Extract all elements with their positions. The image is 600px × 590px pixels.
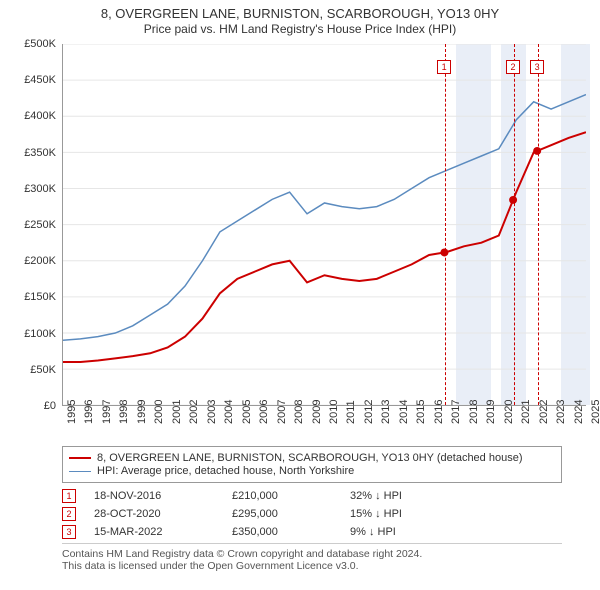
event-delta: 15% ↓ HPI — [350, 508, 402, 520]
event-number-box: 1 — [62, 489, 76, 503]
legend-label: HPI: Average price, detached house, Nort… — [97, 465, 354, 477]
event-date: 18-NOV-2016 — [94, 490, 214, 502]
event-number-box: 2 — [62, 507, 76, 521]
event-row: 2 28-OCT-2020 £295,000 15% ↓ HPI — [62, 507, 590, 521]
y-axis-label: £400K — [10, 110, 56, 122]
event-marker: 1 — [437, 60, 451, 74]
y-axis-label: £350K — [10, 147, 56, 159]
event-row: 3 15-MAR-2022 £350,000 9% ↓ HPI — [62, 525, 590, 539]
event-delta: 32% ↓ HPI — [350, 490, 402, 502]
y-axis-label: £50K — [10, 364, 56, 376]
y-axis-label: £150K — [10, 291, 56, 303]
chart-title: 8, OVERGREEN LANE, BURNISTON, SCARBOROUG… — [10, 6, 590, 21]
event-vline — [514, 44, 515, 405]
x-axis-label: 2025 — [590, 400, 600, 424]
chart-area: £0 £50K £100K £150K £200K £250K £300K £350K £400… — [10, 40, 590, 440]
event-marker: 3 — [530, 60, 544, 74]
event-delta: 9% ↓ HPI — [350, 526, 396, 538]
y-axis-label: £200K — [10, 255, 56, 267]
event-row: 1 18-NOV-2016 £210,000 32% ↓ HPI — [62, 489, 590, 503]
event-vline — [538, 44, 539, 405]
footer: Contains HM Land Registry data © Crown c… — [62, 543, 562, 572]
chart-svg — [63, 44, 586, 405]
legend-row: 8, OVERGREEN LANE, BURNISTON, SCARBOROUG… — [69, 452, 555, 464]
footer-line-1: Contains HM Land Registry data © Crown c… — [62, 548, 562, 560]
event-number-box: 3 — [62, 525, 76, 539]
series-line — [63, 132, 586, 362]
event-date: 28-OCT-2020 — [94, 508, 214, 520]
event-price: £295,000 — [232, 508, 332, 520]
y-axis-label: £100K — [10, 328, 56, 340]
event-price: £210,000 — [232, 490, 332, 502]
event-dots — [440, 147, 541, 256]
series-group — [63, 95, 586, 362]
legend-swatch — [69, 471, 91, 472]
y-axis-label: £450K — [10, 74, 56, 86]
y-axis-label: £300K — [10, 183, 56, 195]
event-vline — [445, 44, 446, 405]
event-marker: 2 — [506, 60, 520, 74]
y-axis-label: £500K — [10, 38, 56, 50]
grid — [63, 44, 586, 405]
y-axis-label: £250K — [10, 219, 56, 231]
legend-swatch — [69, 457, 91, 459]
chart-subtitle: Price paid vs. HM Land Registry's House … — [10, 22, 590, 36]
events-table: 1 18-NOV-2016 £210,000 32% ↓ HPI 2 28-OCT-202… — [62, 489, 590, 539]
y-axis-label: £0 — [10, 400, 56, 412]
event-date: 15-MAR-2022 — [94, 526, 214, 538]
footer-line-2: This data is licensed under the Open Gov… — [62, 560, 562, 572]
series-line — [63, 95, 586, 341]
legend-label: 8, OVERGREEN LANE, BURNISTON, SCARBOROUG… — [97, 452, 523, 464]
legend-row: HPI: Average price, detached house, Nort… — [69, 465, 555, 477]
event-price: £350,000 — [232, 526, 332, 538]
legend: 8, OVERGREEN LANE, BURNISTON, SCARBOROUG… — [62, 446, 562, 483]
plot-region — [62, 44, 586, 406]
